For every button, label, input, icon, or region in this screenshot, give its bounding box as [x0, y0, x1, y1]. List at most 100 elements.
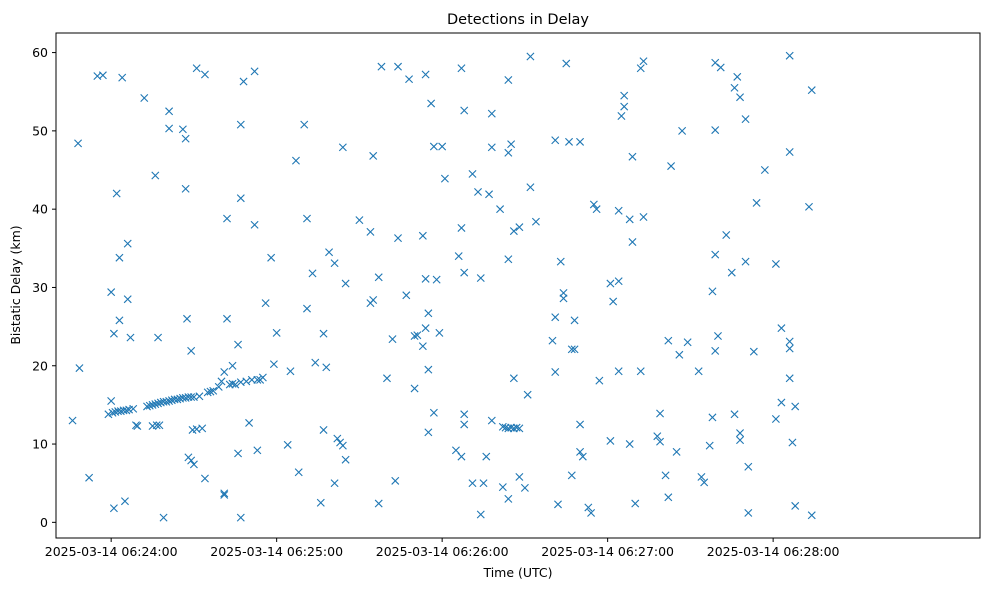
- data-point: [424, 365, 433, 374]
- data-point: [620, 102, 629, 111]
- data-point: [589, 200, 598, 209]
- data-point: [777, 398, 786, 407]
- data-point: [322, 363, 331, 372]
- data-point: [567, 345, 576, 354]
- data-point: [126, 333, 135, 342]
- chart-title: Detections in Delay: [447, 12, 589, 28]
- x-tick-label: 2025-03-14 06:26:00: [376, 544, 509, 559]
- data-point: [636, 64, 645, 73]
- data-point: [123, 239, 132, 248]
- data-point: [639, 57, 648, 66]
- data-point: [438, 142, 447, 151]
- data-point: [741, 257, 750, 266]
- data-point: [482, 452, 491, 461]
- data-point: [118, 73, 127, 82]
- data-point: [526, 183, 535, 192]
- data-point: [115, 253, 124, 262]
- data-point: [565, 137, 574, 146]
- data-point: [708, 413, 717, 422]
- data-point: [75, 364, 84, 373]
- data-point: [394, 234, 403, 243]
- data-point: [576, 420, 585, 429]
- data-point: [198, 424, 207, 433]
- data-point: [424, 428, 433, 437]
- data-point: [512, 423, 521, 432]
- data-point: [338, 143, 347, 152]
- data-point: [683, 338, 692, 347]
- data-point: [382, 374, 391, 383]
- data-point: [523, 390, 532, 399]
- data-point: [498, 422, 507, 431]
- y-axis: 0 10 20 30 40 50 60: [32, 45, 56, 530]
- data-point: [713, 332, 722, 340]
- data-point: [791, 402, 800, 411]
- data-point: [656, 437, 665, 446]
- data-point: [504, 148, 513, 157]
- data-point: [369, 295, 378, 304]
- data-point: [195, 392, 204, 401]
- data-point: [133, 422, 142, 431]
- data-point: [805, 202, 813, 211]
- data-point: [609, 297, 618, 306]
- data-point: [791, 501, 800, 510]
- data-point: [476, 510, 485, 519]
- y-tick-label: 50: [32, 123, 48, 138]
- data-point: [145, 401, 154, 410]
- data-point: [548, 336, 557, 345]
- data-point: [234, 449, 243, 458]
- data-point: [155, 421, 164, 430]
- y-tick-label: 0: [40, 515, 48, 530]
- data-point: [154, 333, 163, 342]
- y-tick-label: 40: [32, 202, 48, 217]
- y-tick-label: 10: [32, 437, 48, 452]
- data-point: [606, 279, 615, 288]
- data-point: [595, 376, 604, 385]
- data-point: [341, 279, 350, 288]
- data-point: [402, 291, 411, 300]
- data-point: [570, 345, 579, 354]
- data-point: [236, 194, 245, 203]
- data-point: [311, 358, 320, 367]
- data-point: [507, 140, 516, 149]
- data-point: [785, 148, 794, 156]
- data-point: [239, 77, 248, 86]
- y-tick-label: 20: [32, 358, 48, 373]
- data-point: [104, 410, 113, 419]
- y-tick-label: 60: [32, 45, 48, 60]
- data-point: [74, 139, 83, 148]
- data-point: [460, 268, 469, 277]
- data-point: [148, 400, 157, 409]
- data-point: [771, 259, 780, 268]
- data-point: [664, 493, 673, 502]
- data-point: [429, 408, 438, 417]
- data-point: [460, 410, 469, 419]
- data-point: [567, 471, 576, 480]
- data-point: [752, 198, 761, 207]
- data-point: [625, 215, 634, 224]
- data-point: [457, 64, 466, 73]
- data-point: [584, 503, 593, 512]
- data-point: [741, 115, 750, 124]
- data-point: [377, 62, 386, 71]
- data-point: [236, 120, 245, 129]
- data-point: [777, 324, 786, 333]
- data-point: [189, 460, 198, 469]
- data-point: [151, 171, 160, 180]
- data-point: [303, 304, 311, 313]
- data-point: [628, 152, 637, 161]
- data-point: [316, 498, 325, 507]
- data-point: [294, 468, 303, 477]
- data-point: [551, 368, 560, 377]
- data-point: [129, 404, 138, 413]
- data-point: [330, 479, 339, 488]
- data-point: [457, 223, 466, 232]
- data-point: [178, 125, 187, 134]
- data-point: [85, 473, 94, 482]
- data-point: [159, 513, 168, 522]
- data-point: [123, 295, 132, 304]
- x-tick-label: 2025-03-14 06:27:00: [541, 544, 674, 559]
- data-point: [214, 382, 223, 391]
- data-point: [115, 316, 124, 325]
- data-point: [606, 436, 615, 445]
- data-point: [253, 446, 262, 455]
